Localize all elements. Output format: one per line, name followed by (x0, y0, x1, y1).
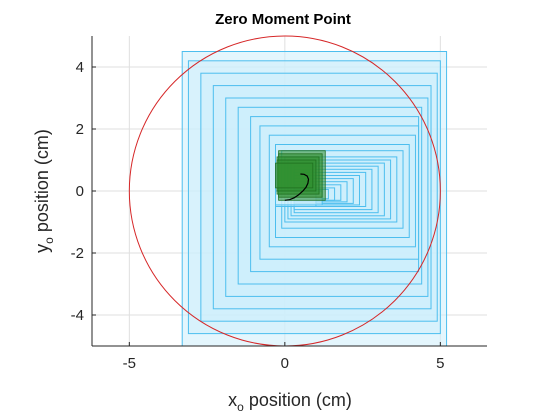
x-axis-label-rest: position (cm) (244, 390, 352, 410)
y-tick-label-4: 4 (76, 59, 84, 76)
chart-title: Zero Moment Point (215, 11, 351, 28)
foot-polygon-layer (275, 150, 326, 201)
y-tick-label-2: 0 (76, 183, 84, 200)
x-axis-label-sub: o (237, 400, 244, 414)
y-axis-label-rest: position (cm) (32, 129, 52, 237)
plot-area (92, 35, 487, 347)
x-axis-label: xo position (cm) (228, 390, 352, 414)
zmp-path-layer (284, 173, 310, 201)
y-tick-label-3: 2 (76, 121, 84, 138)
x-tick-label-2: 5 (436, 355, 444, 372)
tick-label-layer: -5 0 5 -4 -2 0 2 4 (71, 59, 445, 372)
x-tick-label-1: 0 (281, 355, 289, 372)
zmp-trajectory-line (284, 173, 310, 201)
y-axis-label: yo position (cm) (32, 129, 56, 253)
y-axis-label-main: y (32, 244, 52, 253)
y-tick-label-1: -2 (71, 245, 84, 262)
x-tick-label-0: -5 (123, 355, 136, 372)
y-tick-label-0: -4 (71, 307, 84, 324)
y-axis-label-sub: o (42, 237, 56, 244)
x-axis-label-main: x (228, 390, 237, 410)
